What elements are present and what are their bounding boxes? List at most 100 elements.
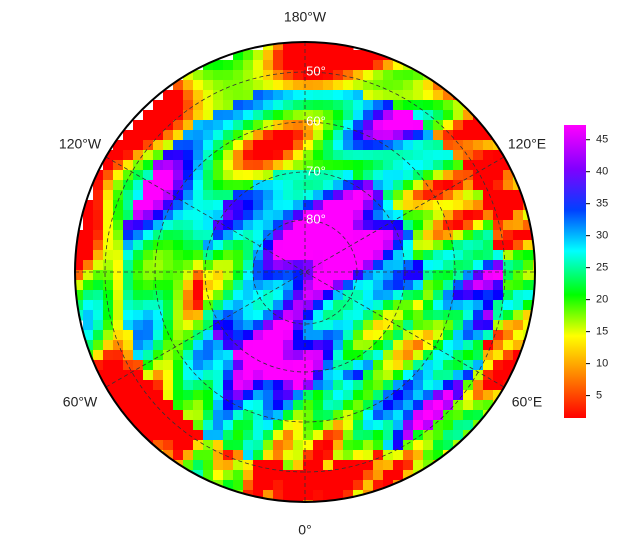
field-cell (503, 170, 514, 181)
field-cell (463, 230, 474, 241)
field-cell (443, 110, 454, 121)
field-cell (253, 450, 264, 461)
field-cell (343, 320, 354, 331)
field-cell (363, 160, 374, 171)
field-cell (143, 420, 154, 431)
field-cell (243, 370, 254, 381)
field-cell (413, 250, 424, 261)
field-cell (123, 340, 134, 351)
field-cell (223, 180, 234, 191)
field-cell (213, 470, 224, 481)
field-cell (383, 150, 394, 161)
field-cell (203, 390, 214, 401)
field-cell (303, 50, 314, 61)
field-cell (473, 420, 484, 431)
field-cell (123, 170, 134, 181)
field-cell (403, 370, 414, 381)
field-cell (343, 210, 354, 221)
field-cell (373, 70, 384, 81)
field-cell (423, 380, 434, 391)
field-cell (393, 390, 404, 401)
field-cell (263, 270, 274, 281)
field-cell (533, 230, 535, 241)
field-cell (163, 360, 174, 371)
field-cell (133, 250, 144, 261)
field-cell (353, 270, 364, 281)
field-cell (313, 90, 324, 101)
field-cell (283, 330, 294, 341)
field-cell (323, 50, 334, 61)
field-cell (163, 330, 174, 341)
field-cell (213, 420, 224, 431)
field-cell (113, 150, 124, 161)
field-cell (383, 110, 394, 121)
field-cell (203, 130, 214, 141)
field-cell (223, 490, 234, 501)
field-cell (243, 260, 254, 271)
field-cell (103, 270, 114, 281)
field-cell (333, 210, 344, 221)
field-cell (443, 380, 454, 391)
field-cell (333, 190, 344, 201)
field-cell (293, 400, 304, 411)
field-cell (303, 440, 314, 451)
field-cell (273, 190, 284, 201)
field-cell (433, 420, 444, 431)
field-cell (293, 110, 304, 121)
field-cell (193, 400, 204, 411)
field-cell (363, 190, 374, 201)
field-cell (343, 70, 354, 81)
field-cell (493, 330, 504, 341)
field-cell (483, 290, 494, 301)
field-cell (193, 370, 204, 381)
field-cell (243, 140, 254, 151)
field-cell (213, 360, 224, 371)
field-cell (263, 290, 274, 301)
field-cell (143, 320, 154, 331)
field-cell (243, 360, 254, 371)
field-cell (313, 480, 324, 491)
field-cell (283, 140, 294, 151)
field-cell (513, 190, 524, 201)
field-cell (163, 150, 174, 161)
field-cell (133, 140, 144, 151)
field-cell (513, 310, 524, 321)
field-cell (403, 90, 414, 101)
field-cell (173, 160, 184, 171)
field-cell (283, 250, 294, 261)
field-cell (273, 70, 284, 81)
field-cell (113, 310, 124, 321)
field-cell (143, 120, 154, 131)
field-cell (93, 340, 104, 351)
field-cell (383, 440, 394, 451)
field-cell (123, 330, 134, 341)
field-cell (473, 210, 484, 221)
field-cell (293, 250, 304, 261)
field-cell (373, 430, 384, 441)
field-cell (213, 140, 224, 151)
field-cell (433, 190, 444, 201)
field-cell (243, 190, 254, 201)
field-cell (403, 180, 414, 191)
field-cell (263, 460, 274, 471)
field-cell (253, 160, 264, 171)
field-cell (373, 370, 384, 381)
field-cell (453, 140, 464, 151)
field-cell (353, 100, 364, 111)
field-cell (493, 370, 504, 381)
field-cell (473, 190, 484, 201)
field-cell (173, 190, 184, 201)
field-cell (403, 480, 414, 491)
field-cell (253, 180, 264, 191)
field-cell (223, 90, 234, 101)
field-cell (263, 420, 274, 431)
field-cell (373, 270, 384, 281)
field-cell (353, 170, 364, 181)
field-cell (403, 240, 414, 251)
field-cell (183, 380, 194, 391)
field-cell (323, 360, 334, 371)
field-cell (493, 130, 504, 141)
field-cell (443, 120, 454, 131)
field-cell (213, 60, 224, 71)
field-cell (413, 460, 424, 471)
